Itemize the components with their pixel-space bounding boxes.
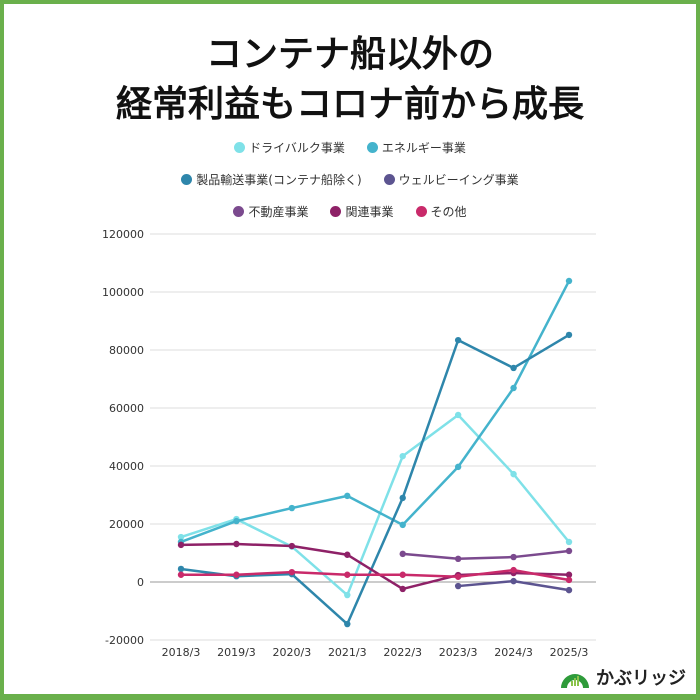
legend-label: 関連事業 (345, 205, 394, 219)
y-tick-label: 100000 (102, 286, 144, 299)
data-point (565, 586, 573, 594)
title-line-1: コンテナ船以外の (205, 34, 494, 75)
legend-marker (366, 142, 378, 153)
bottom-bar (0, 694, 700, 700)
x-tick-label: 2024/3 (494, 646, 533, 659)
data-point (510, 470, 517, 478)
data-point (344, 551, 351, 558)
data-point (344, 571, 351, 578)
series-line (180, 280, 571, 544)
y-tick-label: 60000 (109, 402, 144, 415)
data-point (399, 585, 406, 593)
data-point (399, 494, 406, 502)
data-point (399, 550, 406, 558)
data-point (454, 582, 462, 590)
legend-marker (330, 206, 342, 217)
legend-item[interactable]: 製品輸送事業(コンテナ船除く) (181, 171, 362, 188)
data-point (510, 566, 517, 574)
logo-text: かぶリッジ (596, 668, 686, 689)
data-point (233, 571, 240, 578)
series-line (402, 549, 570, 561)
data-point (288, 504, 296, 512)
legend-label: 製品輸送事業(コンテナ船除く) (196, 173, 362, 187)
data-point (233, 517, 240, 525)
legend-row: 不動産事業 関連事業 その他 (0, 203, 700, 220)
legend-item[interactable]: ウェルビーイング事業 (383, 171, 519, 188)
logo: かぶリッジ (558, 664, 686, 690)
legend-label: エネルギー事業 (381, 141, 466, 155)
data-point (510, 384, 517, 392)
data-point (565, 571, 573, 578)
legend-item[interactable]: その他 (415, 203, 467, 220)
data-point (177, 533, 185, 541)
series-line (180, 413, 570, 597)
legend-label: ウェルビーイング事業 (398, 173, 519, 187)
x-tick-label: 2023/3 (439, 646, 478, 659)
data-point (454, 463, 462, 471)
data-point (288, 542, 296, 550)
legend-row: 製品輸送事業(コンテナ船除く) ウェルビーイング事業 (0, 171, 700, 188)
series-line (181, 568, 570, 582)
data-point (565, 576, 573, 584)
x-tick-label: 2022/3 (383, 646, 422, 659)
data-point (454, 336, 462, 344)
data-point (565, 331, 573, 339)
x-tick-label: 2019/3 (217, 646, 256, 659)
x-tick-label: 2020/3 (273, 646, 312, 659)
legend-marker (181, 174, 193, 185)
data-point (510, 553, 517, 561)
data-point (565, 538, 573, 546)
legend-label: 不動産事業 (248, 205, 309, 219)
series-line (180, 333, 570, 626)
x-tick-label: 2021/3 (328, 646, 367, 659)
legend-marker (234, 142, 246, 153)
y-tick-label: 40000 (109, 460, 144, 473)
data-point (344, 492, 351, 500)
data-point (399, 521, 406, 529)
data-point (510, 577, 517, 585)
data-point (233, 540, 240, 548)
legend-label: ドライバルク事業 (249, 141, 345, 155)
data-point (177, 541, 185, 549)
y-tick-label: 120000 (102, 228, 144, 241)
data-point (565, 547, 573, 555)
data-point (510, 364, 517, 372)
legend-marker (383, 174, 395, 185)
data-point (454, 555, 462, 562)
legend-row: ドライバルク事業 エネルギー事業 (0, 139, 700, 156)
data-point (454, 573, 462, 580)
data-point (177, 571, 185, 578)
y-tick-label: 80000 (109, 344, 144, 357)
legend-label: その他 (430, 205, 467, 219)
logo-icon (561, 674, 589, 688)
legend-item[interactable]: 関連事業 (330, 203, 394, 220)
y-tick-label: 20000 (109, 518, 144, 531)
data-point (344, 620, 351, 628)
y-tick-label: -20000 (105, 634, 144, 647)
data-point (565, 277, 573, 285)
x-tick-label: 2025/3 (550, 646, 589, 659)
data-point (177, 565, 185, 573)
data-point (288, 568, 296, 576)
series-line (180, 542, 570, 591)
data-point (399, 571, 406, 578)
legend-marker (233, 206, 245, 217)
legend-item[interactable]: 不動産事業 (233, 203, 308, 220)
chart-title: コンテナ船以外の 経常利益もコロナ前から成長 (0, 30, 700, 130)
y-tick-label: 0 (137, 576, 144, 589)
x-tick-label: 2018/3 (162, 646, 201, 659)
data-point (454, 411, 462, 419)
legend-item[interactable]: ドライバルク事業 (234, 139, 345, 156)
data-point (399, 452, 406, 460)
legend-item[interactable]: エネルギー事業 (366, 139, 466, 156)
data-point (344, 591, 351, 599)
legend-marker (415, 206, 427, 217)
title-line-2: 経常利益もコロナ前から成長 (115, 84, 584, 125)
